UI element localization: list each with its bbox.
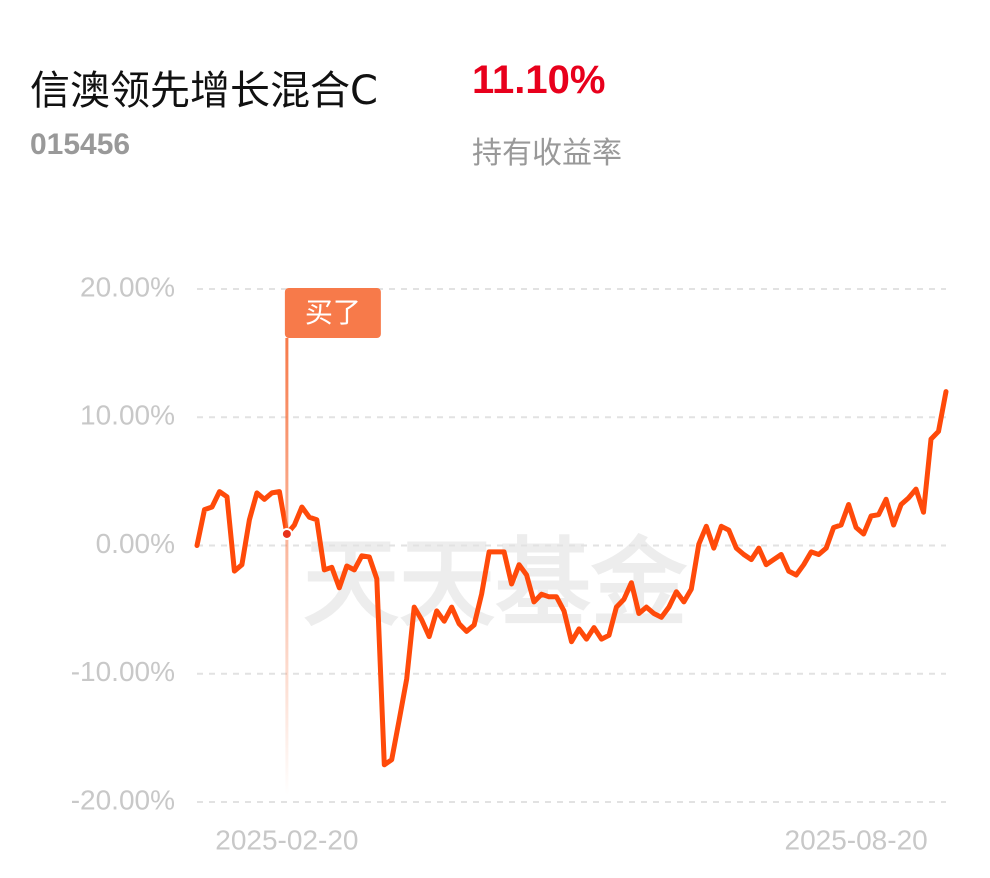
- fund-name: 信澳领先增长混合C: [30, 68, 378, 114]
- y-tick-label: -20.00%: [71, 784, 175, 815]
- y-tick-label: 20.00%: [80, 271, 175, 302]
- return-label: 持有收益率: [472, 136, 622, 171]
- y-tick-label: 10.00%: [80, 400, 175, 431]
- buy-tag-text: 买了: [305, 296, 361, 329]
- buy-point: [280, 527, 293, 540]
- y-tick-label: -10.00%: [71, 656, 175, 687]
- y-tick-label: 0.00%: [96, 528, 175, 559]
- x-tick-label: 2025-02-20: [215, 824, 358, 855]
- holding-return: 11.10%: [472, 58, 606, 102]
- buy-line: [285, 338, 289, 795]
- x-tick-label: 2025-08-20: [785, 824, 928, 855]
- fund-code: 015456: [30, 128, 131, 161]
- line-series: [194, 389, 949, 768]
- buy-tag: [284, 288, 381, 338]
